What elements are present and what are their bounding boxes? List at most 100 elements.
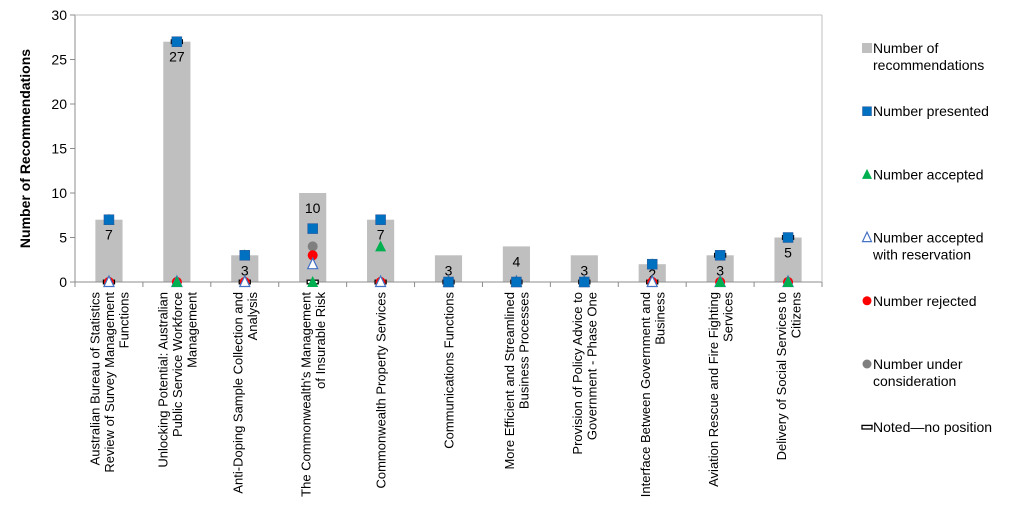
data-point	[375, 214, 386, 225]
legend-label: Number accepted	[873, 166, 984, 182]
data-point	[443, 276, 454, 288]
legend-item: Number rejected	[862, 293, 977, 309]
category-label: Anti-Doping Sample Collection and	[231, 292, 246, 494]
category-label: Review of Survey Management	[102, 292, 117, 473]
bar	[774, 237, 802, 282]
category-label: Provision of Policy Advice to	[570, 292, 585, 455]
legend-label: Number presented	[873, 103, 989, 119]
legend-label: Number under	[873, 356, 963, 372]
legend-label: with reservation	[872, 247, 971, 263]
category-label: Business	[652, 292, 667, 345]
bar-data-label: 3	[580, 262, 588, 278]
data-point	[307, 241, 318, 252]
data-point	[103, 214, 115, 225]
category-label: Unlocking Potential: Australian	[155, 292, 170, 468]
legend-item: Noted—no position	[861, 419, 992, 435]
marker-series	[103, 213, 794, 287]
bar	[163, 41, 191, 283]
x-axis-ticks	[74, 282, 823, 287]
category-label: More Efficient and Streamlined	[502, 292, 517, 470]
category-label: Communications Functions	[442, 292, 457, 449]
data-point	[171, 276, 183, 287]
data-point	[714, 276, 726, 287]
y-tick-label: 20	[51, 96, 67, 112]
bar-data-label: 3	[445, 262, 453, 278]
bar-data-label: 7	[105, 227, 113, 243]
legend-swatch	[862, 106, 872, 116]
category-label: The Commonwealth's Management	[298, 292, 313, 497]
bar-data-label: 3	[716, 262, 724, 278]
y-tick-label: 30	[51, 7, 67, 23]
data-point	[646, 258, 658, 270]
category-label: Business Processes	[517, 292, 532, 410]
legend-swatch	[861, 230, 873, 243]
category-label: Australian Bureau of Statistics	[87, 292, 102, 466]
data-point	[171, 36, 183, 47]
data-point	[307, 223, 318, 234]
legend-swatch	[861, 424, 873, 430]
marker-series	[103, 36, 794, 288]
legend-swatch	[862, 359, 872, 369]
category-label: Analysis	[245, 292, 260, 341]
category-label: Commonwealth Property Services	[374, 292, 389, 489]
category-label: Delivery of Social Services to	[774, 292, 789, 460]
category-label: Public Service Workforce	[170, 292, 185, 437]
bar-series	[95, 41, 802, 283]
category-label: Management	[184, 292, 199, 368]
legend-label: Number of	[873, 40, 938, 56]
data-point	[375, 240, 387, 252]
data-point	[238, 274, 251, 288]
data-point	[307, 276, 319, 287]
data-point	[714, 250, 726, 261]
bar-data-label: 5	[784, 245, 792, 261]
category-label: Government - Phase One	[585, 292, 600, 440]
data-point	[307, 250, 318, 261]
marker-series	[102, 39, 795, 285]
category-label: of Insurable Risk	[313, 292, 328, 389]
y-tick-label: 10	[51, 185, 67, 201]
y-tick-label: 5	[59, 230, 67, 246]
category-label: Functions	[116, 292, 131, 349]
category-label: Aviation Rescue and Fire Fighting	[706, 292, 721, 487]
data-point	[306, 256, 319, 270]
y-axis-ticks: 0 5 10 15 20 25 30	[51, 7, 75, 290]
data-point	[579, 276, 590, 288]
data-point	[511, 276, 522, 288]
bar-data-label: 10	[305, 200, 321, 216]
legend-swatch	[862, 168, 872, 179]
legend-swatch	[862, 296, 872, 306]
bar	[638, 264, 666, 282]
category-label: Interface Between Government and	[638, 292, 653, 497]
y-axis-title: Number of Recommendations	[17, 49, 33, 248]
legend-item: Number accepted	[862, 166, 984, 182]
legend-label: Number accepted	[873, 230, 984, 246]
category-label: Services	[720, 292, 735, 342]
y-tick-label: 0	[59, 274, 67, 290]
bar-data-label: 2	[648, 266, 656, 282]
data-point	[239, 250, 251, 261]
y-tick-label: 25	[51, 52, 67, 68]
data-point	[782, 232, 794, 243]
legend-label: Noted—no position	[873, 419, 992, 435]
legend-swatch	[862, 43, 872, 53]
legend-label: consideration	[873, 373, 956, 389]
bar-data-label: 4	[513, 253, 521, 269]
bar-data-label: 7	[377, 227, 385, 243]
data-point	[374, 274, 387, 288]
x-axis-labels: Australian Bureau of Statistics Review of…	[87, 292, 803, 498]
data-point	[782, 276, 794, 287]
legend-item: Number presented	[862, 103, 989, 119]
bar	[95, 219, 123, 282]
y-tick-label: 15	[51, 141, 67, 157]
category-label: Citizens	[788, 292, 803, 339]
legend-label: Number rejected	[873, 293, 977, 309]
legend-label: recommendations	[873, 57, 984, 73]
data-point	[103, 274, 115, 288]
bar-data-label: 27	[169, 49, 185, 65]
bar-data-label: 3	[241, 262, 249, 278]
